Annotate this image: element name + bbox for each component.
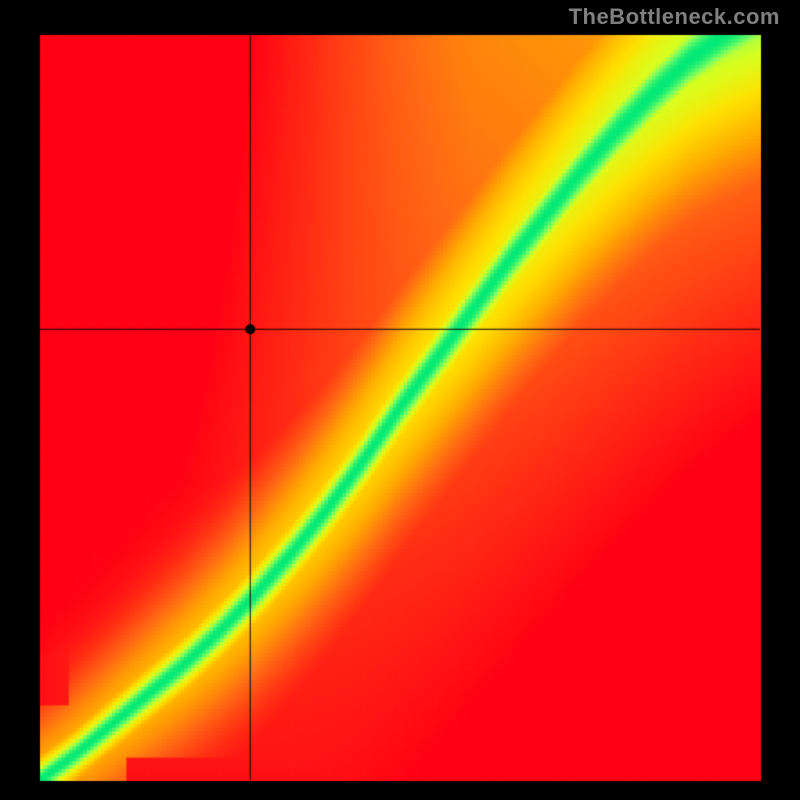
watermark-text: TheBottleneck.com [569,4,780,30]
heatmap-plot [0,0,800,800]
